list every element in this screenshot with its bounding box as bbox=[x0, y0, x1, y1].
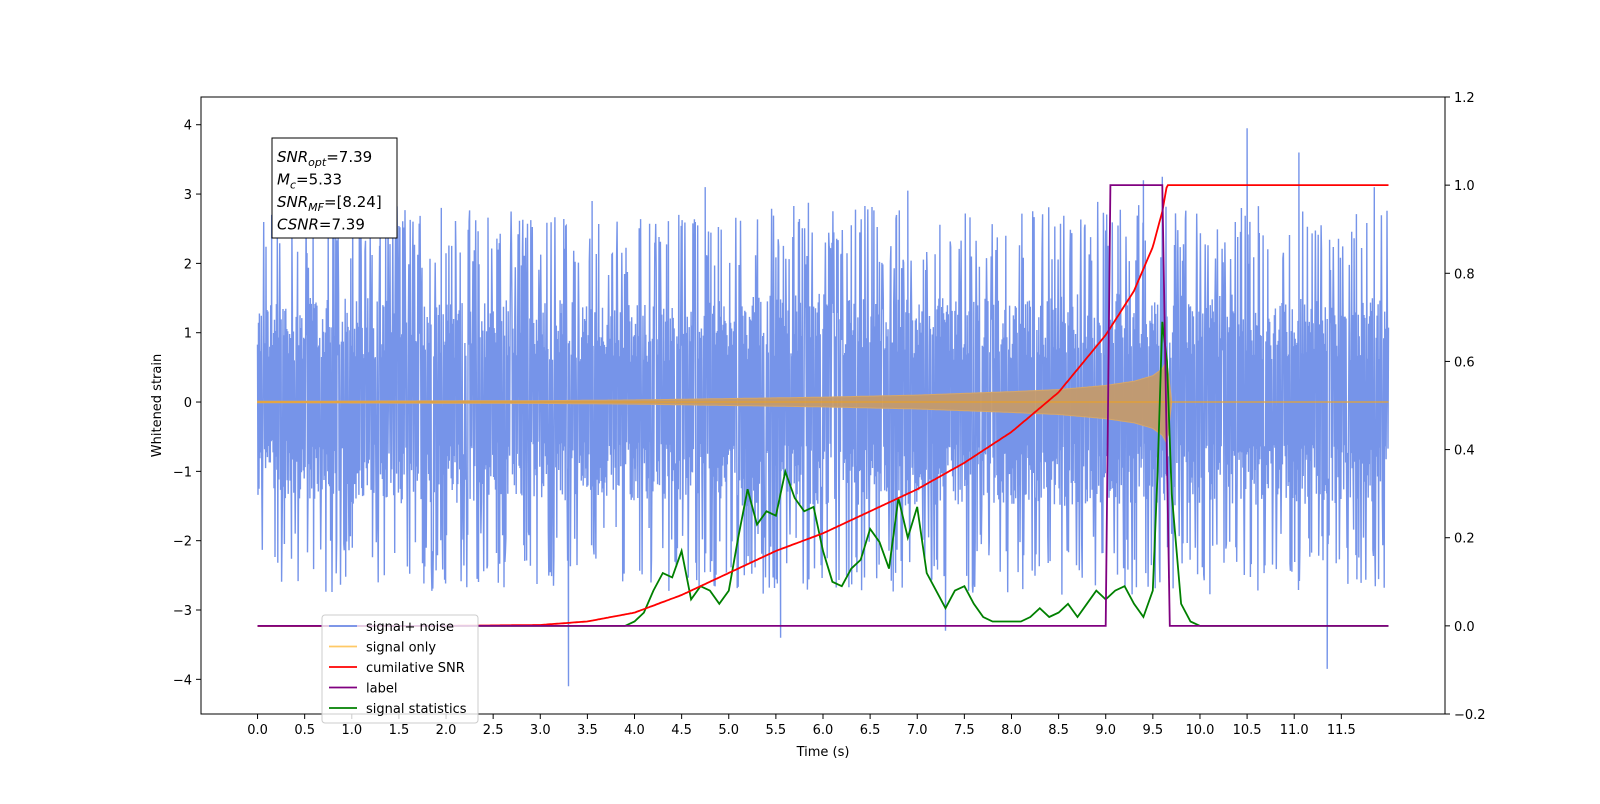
x-tick-label: 11.0 bbox=[1280, 723, 1309, 738]
legend-label: label bbox=[366, 682, 397, 697]
x-tick-label: 5.0 bbox=[718, 723, 739, 738]
annotation-frame bbox=[271, 137, 398, 239]
axes-layer: 0.0 0.5 1.0 1.5 2.0 2.5 3.0 3.5 4.0 4.5 5.0 5.5 6.0 6… bbox=[173, 91, 1486, 738]
y2-tick-label: 0.0 bbox=[1454, 620, 1475, 635]
x-tick-label: 1.0 bbox=[341, 723, 362, 738]
x-axis-label: Time (s) bbox=[796, 745, 850, 760]
series-label bbox=[257, 184, 1389, 627]
y-tick-label: 0 bbox=[184, 396, 192, 411]
legend-label: signal statistics bbox=[366, 702, 467, 717]
x-tick-label: 3.0 bbox=[530, 723, 551, 738]
y-tick-label: 3 bbox=[184, 188, 192, 203]
annotation-subscript: MF bbox=[308, 201, 324, 214]
annotation-symbol: SNR bbox=[277, 193, 308, 211]
x-tick-label: 6.0 bbox=[813, 723, 834, 738]
x-tick-label: 8.0 bbox=[1001, 723, 1022, 738]
y2-tick-label: 0.6 bbox=[1454, 355, 1475, 370]
x-tick-label: 2.5 bbox=[483, 723, 504, 738]
y-tick-label: 4 bbox=[184, 119, 192, 134]
x-tick-label: 10.5 bbox=[1233, 723, 1262, 738]
annotation-value: =7.39 bbox=[319, 216, 365, 234]
x-tick-label: 11.5 bbox=[1327, 723, 1356, 738]
x-tick-label: 7.0 bbox=[907, 723, 928, 738]
y-tick-label: −2 bbox=[173, 535, 192, 550]
x-tick-label: 9.5 bbox=[1143, 723, 1164, 738]
y2-tick-label: −0.2 bbox=[1454, 708, 1486, 723]
x-tick-label: 8.5 bbox=[1048, 723, 1069, 738]
y2-tick-label: 1.2 bbox=[1454, 91, 1475, 106]
annotation-value: =5.33 bbox=[296, 171, 342, 189]
x-tick-label: 5.5 bbox=[766, 723, 787, 738]
legend-label: cumilative SNR bbox=[366, 661, 465, 676]
series-signal-statistics bbox=[257, 321, 1389, 627]
x-tick-label: 4.0 bbox=[624, 723, 645, 738]
legend-label: signal only bbox=[366, 641, 436, 656]
annotation-symbol: CSNR bbox=[277, 216, 319, 234]
y-axis-label: Whitened strain bbox=[150, 354, 165, 457]
x-tick-label: 0.0 bbox=[247, 723, 268, 738]
annotation-line: SNRMF=[8.24] bbox=[277, 193, 382, 214]
annotation-value: =[8.24] bbox=[324, 193, 382, 211]
series-signal-noise bbox=[256, 128, 1390, 687]
x-tick-label: 7.5 bbox=[954, 723, 975, 738]
annotation-subscript: c bbox=[290, 179, 296, 192]
annotation-subscript: opt bbox=[308, 156, 327, 169]
y2-tick-label: 1.0 bbox=[1454, 179, 1475, 194]
x-tick-label: 2.0 bbox=[436, 723, 457, 738]
legend-label: signal+ noise bbox=[366, 620, 454, 635]
x-tick-label: 9.0 bbox=[1095, 723, 1116, 738]
legend: signal+ noise signal only cumilative SNR la… bbox=[321, 614, 479, 724]
y2-tick-label: 0.4 bbox=[1454, 444, 1475, 459]
x-tick-label: 6.5 bbox=[860, 723, 881, 738]
annotation-line: CSNR=7.39 bbox=[277, 216, 365, 234]
y-tick-label: 2 bbox=[184, 257, 192, 272]
x-tick-label: 0.5 bbox=[294, 723, 315, 738]
legend-frame bbox=[321, 614, 479, 724]
annotation-line: SNRopt=7.39 bbox=[277, 148, 372, 169]
y-tick-label: −1 bbox=[173, 465, 192, 480]
y2-tick-label: 0.8 bbox=[1454, 267, 1475, 282]
x-tick-label: 3.5 bbox=[577, 723, 598, 738]
annotation-symbol: SNR bbox=[277, 148, 308, 166]
x-tick-label: 1.5 bbox=[389, 723, 410, 738]
y2-tick-label: 0.2 bbox=[1454, 532, 1475, 547]
y-tick-label: −4 bbox=[173, 673, 192, 688]
x-tick-label: 4.5 bbox=[671, 723, 692, 738]
y-tick-label: −3 bbox=[173, 604, 192, 619]
annotation-value: =7.39 bbox=[326, 148, 372, 166]
plot-area bbox=[256, 128, 1390, 687]
annotation-symbol: M bbox=[277, 171, 290, 189]
annotation-line: Mc=5.33 bbox=[277, 171, 342, 192]
y-tick-label: 1 bbox=[184, 327, 192, 342]
x-tick-label: 10.0 bbox=[1185, 723, 1214, 738]
